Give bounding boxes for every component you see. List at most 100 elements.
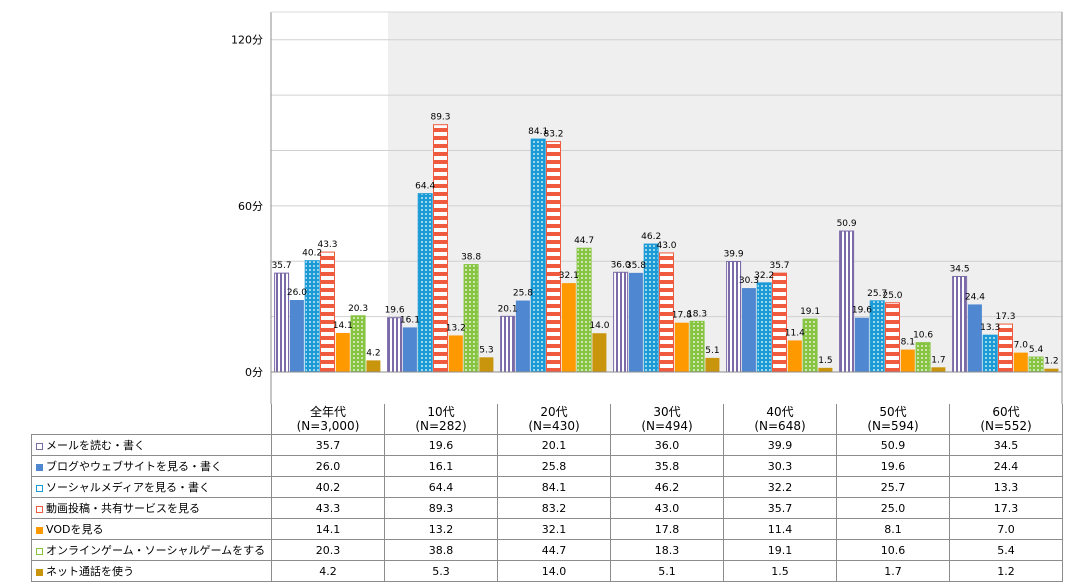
table-cell: 5.1 xyxy=(610,560,724,582)
table-cell: 5.4 xyxy=(949,539,1063,561)
series-name: VODを見る xyxy=(46,523,104,536)
data-label: 38.8 xyxy=(461,253,481,263)
bar-2-2 xyxy=(530,138,546,373)
bar-4-2 xyxy=(561,283,576,372)
table-cell: 10.6 xyxy=(836,539,950,561)
bar-1-5 xyxy=(854,317,869,372)
category-name: 10代 xyxy=(427,405,455,419)
table-cell: 32.2 xyxy=(723,476,837,498)
table-corner xyxy=(32,404,272,435)
table-header-row: 全年代 (N=3,000) 10代 (N=282) 20代 (N=430) 30代 (N=49… xyxy=(32,404,1063,435)
data-table: 全年代 (N=3,000) 10代 (N=282) 20代 (N=430) 30代 (N=49… xyxy=(31,404,1063,582)
table-cell: 64.4 xyxy=(384,476,498,498)
bar-1-4 xyxy=(741,288,756,372)
table-cell: 4.2 xyxy=(271,560,385,582)
data-label: 24.4 xyxy=(965,292,985,302)
bar-6-2 xyxy=(592,333,607,372)
bar-0-6 xyxy=(952,275,968,373)
series-label-cell: VODを見る xyxy=(31,518,272,540)
data-label: 18.3 xyxy=(687,309,707,319)
table-cell: 84.1 xyxy=(497,476,611,498)
data-label: 84.1 xyxy=(528,127,548,137)
series-label-cell: オンラインゲーム・ソーシャルゲームをする xyxy=(31,539,272,561)
table-cell: 1.2 xyxy=(949,560,1063,582)
legend-swatch xyxy=(36,547,43,555)
table-cell: 35.7 xyxy=(271,434,385,456)
bar-4-5 xyxy=(900,349,915,372)
data-label: 36.0 xyxy=(611,260,631,270)
table-cell: 35.8 xyxy=(610,455,724,477)
legend-swatch xyxy=(36,568,43,576)
y-tick-label: 120分 xyxy=(231,34,263,47)
data-label: 32.1 xyxy=(559,271,579,281)
bar-0-1 xyxy=(387,317,403,373)
table-cell: 40.2 xyxy=(271,476,385,498)
table-cell: 16.1 xyxy=(384,455,498,477)
series-label-cell: メールを読む・書く xyxy=(31,434,272,456)
data-label: 20.1 xyxy=(498,304,518,314)
category-name: 60代 xyxy=(992,405,1020,419)
series-name: ソーシャルメディアを見る・書く xyxy=(46,481,211,494)
data-label: 43.3 xyxy=(317,240,337,250)
data-label: 20.3 xyxy=(348,304,368,314)
category-header: 60代 (N=552) xyxy=(949,404,1063,435)
series-name: ネット通話を使う xyxy=(46,565,134,578)
data-label: 13.2 xyxy=(446,323,466,333)
data-label: 34.5 xyxy=(950,264,970,274)
table-cell: 26.0 xyxy=(271,455,385,477)
category-sample-size: (N=594) xyxy=(867,419,919,433)
data-labels: 35.7 19.6 20.1 36.0 39.9 50.9 34.5 26.0 16.1 25.8… xyxy=(272,113,1059,367)
data-label: 25.8 xyxy=(513,289,533,299)
series-label-cell: ソーシャルメディアを見る・書く xyxy=(31,476,272,498)
bar-3-1 xyxy=(433,124,448,373)
series-name: メールを読む・書く xyxy=(46,439,145,452)
legend-swatch xyxy=(36,484,43,492)
table-cell: 89.3 xyxy=(384,497,498,519)
y-axis-ticks: 0分 60分 120分 xyxy=(231,34,263,379)
table-cell: 50.9 xyxy=(836,434,950,456)
table-cell: 8.1 xyxy=(836,518,950,540)
bar-6-3 xyxy=(705,357,720,372)
data-label: 30.3 xyxy=(739,276,759,286)
table-cell: 43.0 xyxy=(610,497,724,519)
table-cell: 30.3 xyxy=(723,455,837,477)
series-name: 動画投稿・共有サービスを見る xyxy=(46,502,200,515)
data-label: 35.7 xyxy=(769,261,789,271)
bar-5-4 xyxy=(802,318,818,373)
bar-0-3 xyxy=(613,271,629,373)
data-label: 5.3 xyxy=(479,345,493,355)
y-tick-label: 60分 xyxy=(238,200,263,213)
legend-swatch xyxy=(36,463,43,471)
bar-3-6 xyxy=(998,323,1013,373)
bar-5-3 xyxy=(689,320,705,373)
category-header: 全年代 (N=3,000) xyxy=(271,404,385,435)
bar-4-1 xyxy=(448,335,463,372)
category-sample-size: (N=648) xyxy=(754,419,806,433)
table-row: 動画投稿・共有サービスを見る 43.3 89.3 83.2 43.0 35.7 25.0 17… xyxy=(31,497,1063,519)
category-name: 20代 xyxy=(540,405,568,419)
bar-1-6 xyxy=(967,304,982,372)
data-label: 17.3 xyxy=(995,312,1015,322)
bar-5-0 xyxy=(350,315,366,373)
category-sample-size: (N=282) xyxy=(415,419,467,433)
category-sample-size: (N=552) xyxy=(980,419,1032,433)
bar-1-0 xyxy=(289,300,304,372)
bar-5-1 xyxy=(463,264,479,373)
table-cell: 14.1 xyxy=(271,518,385,540)
bar-4-3 xyxy=(674,322,689,372)
data-label: 1.2 xyxy=(1044,357,1058,367)
data-label: 35.7 xyxy=(272,261,292,271)
bar-2-5 xyxy=(869,300,885,373)
bar-3-4 xyxy=(772,272,787,373)
table-cell: 14.0 xyxy=(497,560,611,582)
bar-6-0 xyxy=(366,360,381,372)
series-label-cell: 動画投稿・共有サービスを見る xyxy=(31,497,272,519)
table-cell: 5.3 xyxy=(384,560,498,582)
data-label: 25.0 xyxy=(882,291,902,301)
table-cell: 20.3 xyxy=(271,539,385,561)
data-label: 32.2 xyxy=(754,271,774,281)
bar-3-0 xyxy=(320,251,335,373)
category-sample-size: (N=3,000) xyxy=(296,419,360,433)
bar-2-1 xyxy=(417,193,433,373)
legend-swatch xyxy=(36,526,43,534)
